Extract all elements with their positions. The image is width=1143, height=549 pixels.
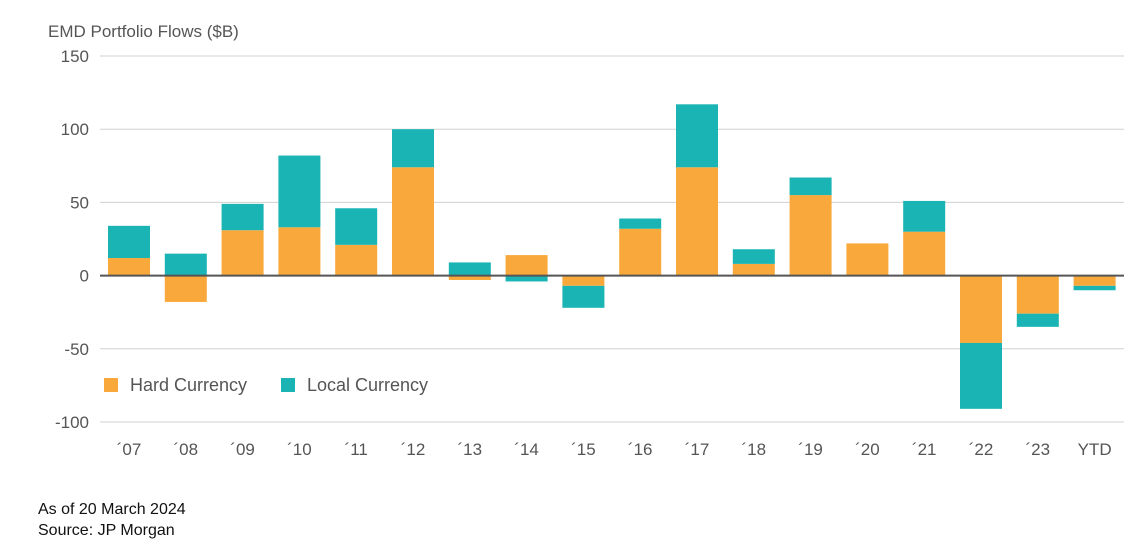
- bar-segment: [164, 275, 207, 302]
- x-tick-label: ´23: [1026, 440, 1051, 459]
- bar-segment: [335, 208, 378, 245]
- bar-segment: [732, 249, 775, 264]
- bar-segment: [903, 200, 946, 232]
- legend-label: Hard Currency: [130, 375, 247, 395]
- bar-segment: [392, 129, 434, 168]
- as-of-note: As of 20 March 2024: [38, 501, 186, 518]
- bar-segment: [903, 231, 946, 276]
- bar-segment: [1016, 313, 1059, 327]
- bar-segment: [164, 253, 207, 276]
- bar-segment: [562, 285, 605, 308]
- bar-segment: [278, 227, 321, 276]
- bars: [108, 104, 1116, 409]
- bar-segment: [960, 342, 1002, 409]
- bar-segment: [960, 275, 1002, 343]
- x-tick-label: ´18: [742, 440, 767, 459]
- x-tick-label: ´14: [514, 440, 539, 459]
- legend: Hard Currency Local Currency: [104, 375, 428, 395]
- x-tick-label: ´11: [345, 440, 368, 459]
- x-tick-label: YTD: [1078, 440, 1112, 459]
- legend-label: Local Currency: [307, 375, 428, 395]
- y-tick-label: -100: [55, 413, 89, 432]
- bar-segment: [676, 104, 718, 168]
- y-tick-label: 0: [80, 267, 89, 286]
- x-tick-label: ´16: [628, 440, 653, 459]
- x-tick-label: ´07: [117, 440, 142, 459]
- x-tick-label: ´17: [685, 440, 710, 459]
- x-tick-label: ´19: [798, 440, 823, 459]
- y-tick-label: 100: [61, 120, 89, 139]
- bar-segment: [789, 177, 832, 196]
- bar-segment: [221, 203, 264, 231]
- bar-segment: [108, 258, 150, 276]
- bar-segment: [676, 167, 718, 276]
- x-tick-label: ´12: [401, 440, 426, 459]
- x-tick-label: ´13: [458, 440, 483, 459]
- x-tick-label: ´10: [287, 440, 312, 459]
- legend-swatch: [104, 378, 118, 392]
- x-tick-label: ´22: [969, 440, 994, 459]
- bar-segment: [732, 263, 775, 276]
- y-tick-label: 150: [61, 47, 89, 66]
- legend-swatch: [281, 378, 295, 392]
- bar-segment: [789, 195, 832, 276]
- bar-segment: [1073, 275, 1116, 286]
- bar-segment: [1073, 285, 1116, 291]
- bar-segment: [221, 230, 264, 276]
- x-tick-label: ´15: [571, 440, 596, 459]
- bar-segment: [335, 244, 378, 276]
- bar-segment: [1016, 275, 1059, 314]
- gridlines: [100, 55, 1124, 423]
- source-note: Source: JP Morgan: [38, 522, 175, 539]
- bar-segment: [619, 218, 662, 229]
- x-axis-ticks: ´07 ´08 ´09 ´10 ´11 ´12 ´13 ´14 ´15 ´16 ´17 ´18 ´19 ´…: [117, 440, 1112, 459]
- bar-segment: [108, 225, 150, 259]
- x-tick-label: ´09: [230, 440, 255, 459]
- bar-segment: [619, 228, 662, 276]
- bar-segment: [392, 167, 434, 276]
- footer: As of 20 March 2024 Source: JP Morgan: [38, 499, 186, 541]
- bar-segment: [505, 275, 548, 282]
- chart-title: EMD Portfolio Flows ($B): [48, 22, 239, 41]
- bar-segment: [278, 155, 321, 228]
- y-tick-label: 50: [70, 193, 89, 212]
- y-axis-ticks: 150 100 50 0 -50 -100: [55, 47, 89, 432]
- bar-segment: [846, 243, 889, 276]
- y-tick-label: -50: [64, 340, 89, 359]
- x-tick-label: ´08: [174, 440, 199, 459]
- x-tick-label: ´20: [855, 440, 880, 459]
- bar-segment: [562, 275, 605, 286]
- bar-segment: [448, 275, 491, 280]
- x-tick-label: ´21: [912, 440, 937, 459]
- bar-segment: [448, 262, 491, 276]
- bar-segment: [505, 255, 548, 276]
